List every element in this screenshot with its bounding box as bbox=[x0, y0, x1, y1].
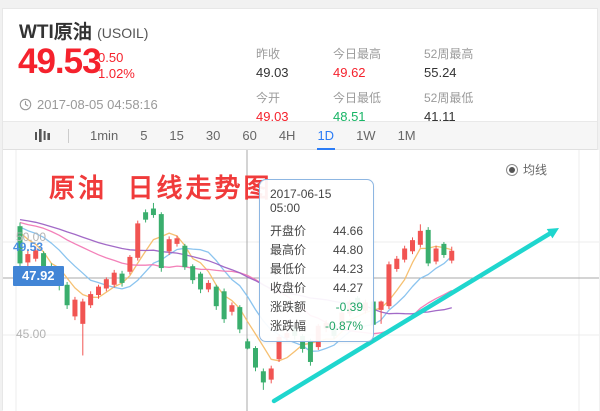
page-title: WTI原油 (USOIL) bbox=[19, 17, 148, 44]
tab-1d[interactable]: 1D bbox=[306, 122, 345, 149]
ma-legend-label: 均线 bbox=[522, 163, 547, 177]
price-change: 0.50 1.02% bbox=[98, 50, 135, 82]
stat-day-high: 今日最高 49.62 bbox=[333, 47, 382, 80]
tab-30[interactable]: 30 bbox=[205, 128, 221, 143]
change-absolute: 0.50 bbox=[98, 50, 124, 65]
stat-open: 今开 49.03 bbox=[256, 91, 289, 124]
yaxis-tick-lower: 45.00 bbox=[16, 327, 47, 341]
crosshair-price-badge: 47.92 bbox=[13, 266, 64, 286]
candle-tooltip: 2017-06-15 05:00 开盘价 44.66 最高价 44.80 最低价 44… bbox=[259, 179, 374, 342]
yaxis-current-price: 49.53 bbox=[13, 240, 44, 254]
stat-52wk-high: 52周最高 55.24 bbox=[424, 47, 474, 80]
quote-timestamp: 2017-08-05 04:58:16 bbox=[37, 97, 158, 112]
tab-60[interactable]: 60 bbox=[242, 128, 257, 143]
tab-1min[interactable]: 1min bbox=[90, 128, 119, 143]
tooltip-datetime: 2017-06-15 05:00 bbox=[270, 187, 332, 215]
stat-52wk-low: 52周最低 41.11 bbox=[424, 91, 474, 124]
radio-selected-icon[interactable] bbox=[505, 163, 518, 176]
quote-timestamp-row: 2017-08-05 04:58:16 bbox=[19, 97, 158, 112]
quote-panel: WTI原油 (USOIL) 49.53 0.50 1.02% 2017-08-0… bbox=[2, 8, 599, 411]
toolbar-divider bbox=[68, 128, 69, 143]
stats-grid: 昨收 49.03 今日最高 49.62 52周最高 55.24 今开 49.03… bbox=[256, 45, 514, 124]
last-price: 49.53 bbox=[18, 42, 102, 81]
candlestick-chart[interactable]: 原油 日线走势图 均线 50.00 49.53 45.00 47.92 2017… bbox=[3, 150, 599, 411]
tab-1w[interactable]: 1W bbox=[356, 128, 376, 143]
change-percent: 1.02% bbox=[98, 66, 135, 81]
instrument-name: WTI原油 bbox=[19, 22, 92, 43]
chart-canvas[interactable] bbox=[3, 150, 599, 411]
tab-15[interactable]: 15 bbox=[169, 128, 184, 143]
clock-icon bbox=[19, 98, 32, 111]
tab-1m[interactable]: 1M bbox=[397, 128, 416, 143]
instrument-symbol: (USOIL) bbox=[97, 25, 149, 41]
yaxis-tick-upper: 50.00 bbox=[16, 230, 47, 244]
stat-prev-close: 昨收 49.03 bbox=[256, 47, 289, 80]
tab-5[interactable]: 5 bbox=[140, 128, 148, 143]
stat-day-low: 今日最低 48.51 bbox=[333, 91, 382, 124]
chart-annotation: 原油 日线走势图 bbox=[49, 173, 273, 203]
candlestick-chart-icon[interactable] bbox=[34, 128, 51, 143]
ma-legend[interactable]: 均线 bbox=[505, 161, 547, 178]
timeframe-toolbar: 1min 5 15 30 60 4H 1D 1W 1M bbox=[3, 121, 597, 150]
tab-4h[interactable]: 4H bbox=[278, 128, 296, 143]
